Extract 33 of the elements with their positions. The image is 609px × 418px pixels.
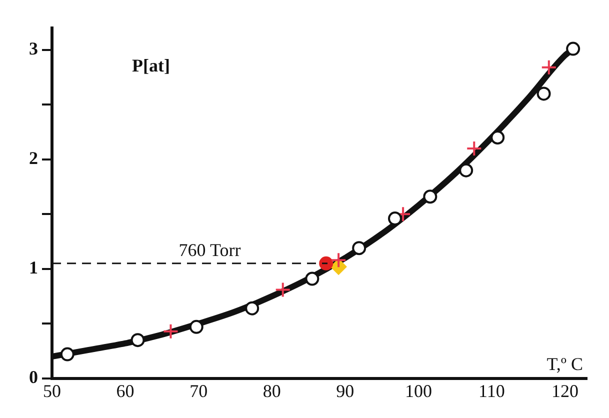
point [130, 333, 145, 348]
point [566, 42, 580, 56]
y-tick-label: 0 [29, 367, 38, 388]
point [274, 282, 291, 298]
point [466, 140, 482, 156]
x-tick-label: 100 [404, 380, 432, 401]
point [388, 212, 402, 226]
point [540, 59, 557, 76]
x-tick-label: 120 [552, 380, 579, 401]
y-tick-label: 1 [29, 258, 38, 278]
point [352, 241, 366, 256]
x-tick-label: 110 [478, 380, 505, 401]
y-axis-title: P[at] [132, 56, 170, 76]
point [162, 323, 179, 340]
point [423, 190, 438, 204]
x-tick-label: 60 [116, 380, 134, 401]
x-tick-label: 50 [43, 380, 61, 401]
point [245, 301, 260, 316]
point [536, 86, 551, 101]
point [459, 163, 474, 178]
ref-line-label: 760 Torr [178, 240, 241, 260]
x-axis-title: T,º C [546, 354, 583, 374]
point [60, 347, 74, 362]
y-tick-label: 3 [29, 38, 38, 59]
x-tick-label: 80 [262, 380, 281, 401]
point [189, 320, 204, 334]
y-tick-label: 2 [29, 148, 38, 168]
point [490, 130, 505, 144]
point [319, 256, 334, 270]
x-tick-label: 70 [190, 380, 208, 401]
point [330, 252, 347, 268]
point [305, 272, 320, 286]
x-tick-label: 90 [336, 380, 354, 401]
